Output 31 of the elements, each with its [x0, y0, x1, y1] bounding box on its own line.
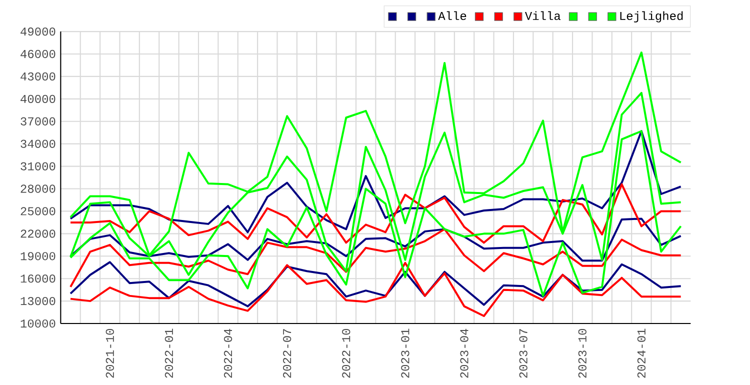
- x-tick-label: 2021-10: [106, 328, 114, 378]
- y-tick-label: 49000: [20, 27, 56, 36]
- x-tick-label: 2023-01: [401, 328, 410, 378]
- x-tick-label: 2022-10: [342, 328, 350, 378]
- y-tick-label: 31000: [20, 162, 56, 170]
- y-tick-label: 43000: [20, 72, 56, 81]
- y-tick-label: 13000: [20, 296, 56, 306]
- legend-label: Villa: [524, 11, 561, 20]
- line-series: [70, 228, 682, 288]
- x-tick-label: 2022-01: [164, 328, 174, 378]
- line-series: [70, 183, 682, 244]
- y-tick-label: 34000: [20, 140, 56, 148]
- x-tick-label: 2024-01: [637, 328, 646, 378]
- legend-label: Alle: [438, 11, 466, 20]
- y-tick-label: 16000: [20, 274, 56, 283]
- y-tick-label: 46000: [20, 50, 56, 58]
- y-tick-label: 22000: [20, 230, 56, 238]
- x-tick-label: 2022-07: [283, 329, 292, 378]
- line-series: [70, 261, 682, 308]
- x-tick-label: 2022-04: [224, 328, 232, 378]
- x-tick-label: 2023-04: [460, 328, 468, 378]
- x-tick-label: 2023-07: [519, 329, 528, 378]
- y-tick-label: 40000: [20, 94, 56, 103]
- y-tick-label: 10000: [20, 319, 56, 328]
- legend-label: Lejlighed: [620, 11, 683, 22]
- y-tick-label: 19000: [20, 252, 56, 260]
- y-tick-label: 37000: [20, 117, 56, 126]
- y-tick-label: 25000: [20, 207, 56, 216]
- x-tick-label: 2023-10: [578, 328, 586, 378]
- y-tick-label: 28000: [20, 184, 56, 193]
- line-series: [70, 218, 682, 262]
